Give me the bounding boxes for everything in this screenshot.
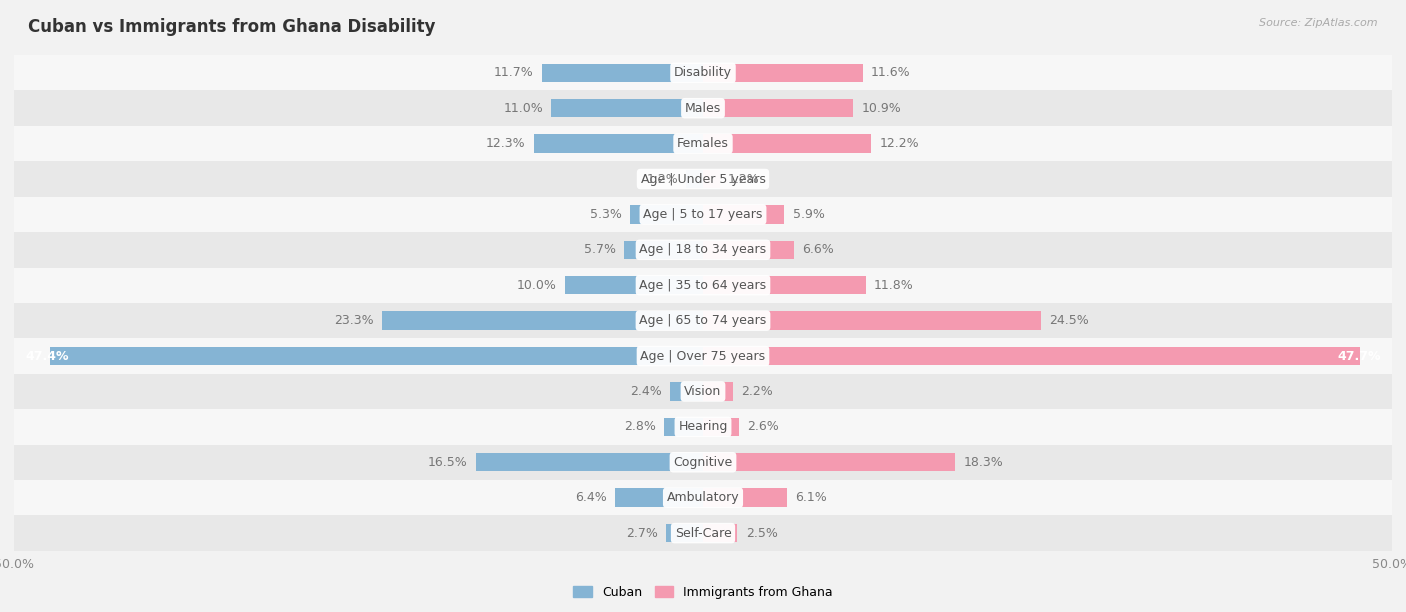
Text: Vision: Vision bbox=[685, 385, 721, 398]
Bar bbox=[703, 170, 720, 188]
Text: Age | 5 to 17 years: Age | 5 to 17 years bbox=[644, 208, 762, 221]
Text: Disability: Disability bbox=[673, 66, 733, 80]
Bar bbox=[541, 64, 703, 82]
Text: 1.2%: 1.2% bbox=[728, 173, 759, 185]
Text: 11.7%: 11.7% bbox=[494, 66, 533, 80]
Text: 11.0%: 11.0% bbox=[503, 102, 543, 114]
Bar bbox=[703, 99, 853, 118]
Bar bbox=[703, 205, 785, 223]
Text: 5.7%: 5.7% bbox=[585, 244, 616, 256]
Text: 2.7%: 2.7% bbox=[626, 526, 658, 540]
Bar bbox=[49, 347, 703, 365]
Text: Ambulatory: Ambulatory bbox=[666, 491, 740, 504]
Text: 10.0%: 10.0% bbox=[517, 278, 557, 292]
Text: 6.4%: 6.4% bbox=[575, 491, 606, 504]
Text: Age | Over 75 years: Age | Over 75 years bbox=[641, 349, 765, 362]
Bar bbox=[14, 55, 1392, 91]
Text: Age | Under 5 years: Age | Under 5 years bbox=[641, 173, 765, 185]
Bar bbox=[703, 135, 872, 153]
Bar bbox=[624, 241, 703, 259]
Bar bbox=[703, 382, 734, 401]
Bar bbox=[533, 135, 703, 153]
Text: 10.9%: 10.9% bbox=[862, 102, 901, 114]
Bar bbox=[14, 444, 1392, 480]
Bar bbox=[14, 162, 1392, 196]
Bar bbox=[666, 524, 703, 542]
Text: Cuban vs Immigrants from Ghana Disability: Cuban vs Immigrants from Ghana Disabilit… bbox=[28, 18, 436, 36]
Text: 47.4%: 47.4% bbox=[25, 349, 69, 362]
Bar bbox=[382, 312, 703, 330]
Bar bbox=[551, 99, 703, 118]
Bar bbox=[14, 303, 1392, 338]
Bar bbox=[14, 374, 1392, 409]
Text: 11.6%: 11.6% bbox=[872, 66, 911, 80]
Text: 1.2%: 1.2% bbox=[647, 173, 678, 185]
Text: Cognitive: Cognitive bbox=[673, 456, 733, 469]
Bar bbox=[703, 312, 1040, 330]
Text: 6.1%: 6.1% bbox=[796, 491, 827, 504]
Bar bbox=[703, 347, 1360, 365]
Text: 2.5%: 2.5% bbox=[745, 526, 778, 540]
Bar bbox=[669, 382, 703, 401]
Text: 6.6%: 6.6% bbox=[803, 244, 834, 256]
Text: 16.5%: 16.5% bbox=[427, 456, 467, 469]
Text: 2.2%: 2.2% bbox=[741, 385, 773, 398]
Bar bbox=[14, 267, 1392, 303]
Bar bbox=[703, 488, 787, 507]
Text: 2.8%: 2.8% bbox=[624, 420, 657, 433]
Text: 18.3%: 18.3% bbox=[963, 456, 1002, 469]
Bar bbox=[14, 91, 1392, 126]
Text: Hearing: Hearing bbox=[678, 420, 728, 433]
Bar bbox=[703, 417, 738, 436]
Text: Females: Females bbox=[678, 137, 728, 150]
Bar bbox=[630, 205, 703, 223]
Text: 23.3%: 23.3% bbox=[335, 314, 374, 327]
Bar bbox=[703, 64, 863, 82]
Text: Males: Males bbox=[685, 102, 721, 114]
Bar bbox=[703, 524, 738, 542]
Text: 12.2%: 12.2% bbox=[879, 137, 920, 150]
Text: 5.9%: 5.9% bbox=[793, 208, 824, 221]
Bar bbox=[14, 196, 1392, 232]
Bar bbox=[475, 453, 703, 471]
Text: 5.3%: 5.3% bbox=[591, 208, 621, 221]
Bar bbox=[14, 515, 1392, 551]
Bar bbox=[565, 276, 703, 294]
Bar bbox=[14, 126, 1392, 162]
Text: Age | 35 to 64 years: Age | 35 to 64 years bbox=[640, 278, 766, 292]
Text: Source: ZipAtlas.com: Source: ZipAtlas.com bbox=[1260, 18, 1378, 28]
Text: 2.4%: 2.4% bbox=[630, 385, 662, 398]
Bar bbox=[14, 338, 1392, 374]
Bar bbox=[703, 276, 866, 294]
Bar bbox=[14, 480, 1392, 515]
Bar bbox=[686, 170, 703, 188]
Bar bbox=[703, 453, 955, 471]
Legend: Cuban, Immigrants from Ghana: Cuban, Immigrants from Ghana bbox=[568, 581, 838, 604]
Bar bbox=[614, 488, 703, 507]
Bar bbox=[703, 241, 794, 259]
Bar bbox=[14, 232, 1392, 267]
Text: Age | 18 to 34 years: Age | 18 to 34 years bbox=[640, 244, 766, 256]
Bar bbox=[14, 409, 1392, 444]
Text: 47.7%: 47.7% bbox=[1337, 349, 1381, 362]
Text: 12.3%: 12.3% bbox=[485, 137, 526, 150]
Text: 2.6%: 2.6% bbox=[747, 420, 779, 433]
Text: 11.8%: 11.8% bbox=[875, 278, 914, 292]
Text: Self-Care: Self-Care bbox=[675, 526, 731, 540]
Text: 24.5%: 24.5% bbox=[1049, 314, 1088, 327]
Text: Age | 65 to 74 years: Age | 65 to 74 years bbox=[640, 314, 766, 327]
Bar bbox=[665, 417, 703, 436]
